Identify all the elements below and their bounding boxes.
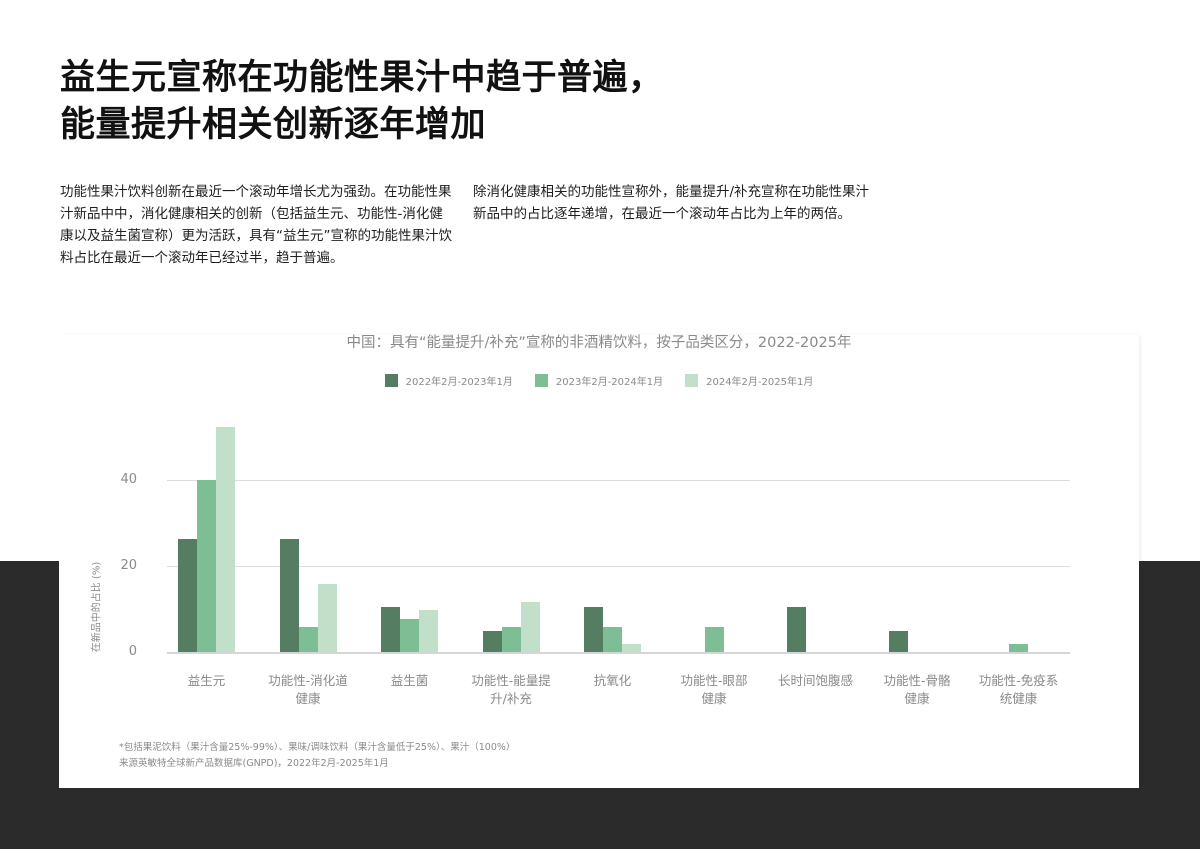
bar-chart-plot-area: 在新品中的占比 (%) 0 20 40 益生元 功能性-消化道 健康 益生菌 功能性-能量提升… bbox=[59, 335, 1139, 788]
bar bbox=[419, 609, 438, 652]
x-tick-label: 长时间饱腹感 bbox=[777, 673, 853, 688]
bar bbox=[279, 538, 299, 652]
chart-title: 中国：具有“能量提升/补充”宣称的非酒精饮料，按子品类区分，2022-2025年 bbox=[346, 335, 852, 351]
bar bbox=[298, 626, 318, 652]
bar bbox=[787, 606, 806, 652]
legend-item-2022: 2022年2月-2023年1月 bbox=[384, 373, 513, 388]
footnote-source: 来源英敏特全球新产品数据库(GNPD)，2022年2月-2025年1月 bbox=[119, 758, 389, 769]
y-tick-label: 40 bbox=[120, 472, 137, 487]
x-tick-label: 益生菌 bbox=[390, 673, 429, 688]
bar bbox=[501, 626, 521, 652]
legend-label: 2022年2月-2023年1月 bbox=[405, 377, 513, 388]
chart-card: 中国：具有“能量提升/补充”宣称的非酒精饮料，按子品类区分，2022-2025年… bbox=[59, 335, 1139, 788]
bar bbox=[197, 480, 216, 652]
bar bbox=[317, 584, 337, 652]
legend-label: 2024年2月-2025年1月 bbox=[706, 377, 814, 388]
bar bbox=[216, 427, 235, 652]
legend-item-2024: 2024年2月-2025年1月 bbox=[685, 373, 813, 388]
bar bbox=[888, 630, 908, 652]
bar bbox=[584, 606, 603, 652]
y-tick-label: 0 bbox=[128, 644, 137, 659]
legend-swatch-icon bbox=[384, 374, 398, 387]
bar bbox=[482, 630, 502, 652]
bar bbox=[178, 538, 197, 652]
x-tick-label: 益生元 bbox=[187, 673, 226, 688]
page-headline: 益生元宣称在功能性果汁中趋于普遍， 能量提升相关创新逐年增加 bbox=[60, 55, 664, 149]
x-tick-label: 功能性-骨骼 健康 bbox=[883, 673, 951, 706]
bar bbox=[704, 626, 724, 652]
bar bbox=[520, 602, 540, 652]
bar bbox=[1009, 643, 1028, 652]
x-tick-label: 功能性-眼部 健康 bbox=[680, 673, 748, 706]
gridline bbox=[167, 480, 1070, 481]
gridline bbox=[167, 566, 1070, 567]
x-tick-label: 功能性-消化道 健康 bbox=[268, 673, 348, 706]
headline-line-2: 能量提升相关创新逐年增加 bbox=[60, 105, 487, 145]
footnote-definition: *包括果泥饮料（果汁含量25%-99%）、果味/调味饮料（果汁含量低于25%）、… bbox=[119, 742, 516, 753]
intro-paragraph-right: 除消化健康相关的功能性宣称外，能量提升/补充宣称在功能性果汁新品中的占比逐年递增… bbox=[473, 184, 870, 222]
x-tick-label: 抗氧化 bbox=[593, 673, 632, 688]
y-tick-label: 20 bbox=[120, 558, 137, 573]
legend-swatch-icon bbox=[534, 374, 548, 387]
x-axis-baseline bbox=[167, 652, 1070, 654]
chart-legend: 2022年2月-2023年1月 2023年2月-2024年1月 2024年2月-… bbox=[59, 373, 1139, 388]
bar bbox=[622, 643, 641, 652]
chart-footnotes: *包括果泥饮料（果汁含量25%-99%）、果味/调味饮料（果汁含量低于25%）、… bbox=[119, 740, 515, 772]
bar bbox=[603, 626, 622, 652]
headline-line-1: 益生元宣称在功能性果汁中趋于普遍， bbox=[60, 58, 664, 98]
bar bbox=[400, 618, 419, 652]
y-axis-label: 在新品中的占比 (%) bbox=[91, 561, 103, 653]
legend-swatch-icon bbox=[685, 374, 699, 387]
x-tick-label: 功能性-能量提 升/补充 bbox=[471, 673, 551, 706]
bar bbox=[381, 606, 400, 652]
intro-paragraph-left: 功能性果汁饮料创新在最近一个滚动年增长尤为强劲。在功能性果汁新品中中，消化健康相… bbox=[60, 184, 452, 266]
legend-item-2023: 2023年2月-2024年1月 bbox=[534, 373, 664, 388]
x-tick-label: 功能性-免疫系 统健康 bbox=[978, 673, 1059, 706]
legend-label: 2023年2月-2024年1月 bbox=[555, 377, 664, 388]
